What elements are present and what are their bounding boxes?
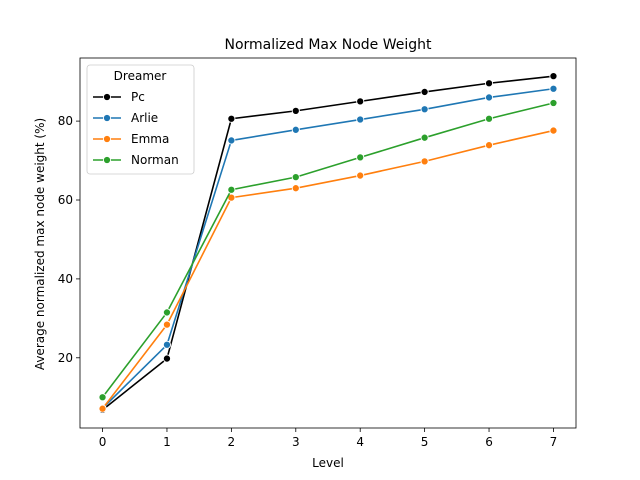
series-line-arlie [101, 87, 554, 409]
y-tick-label: 60 [58, 193, 73, 207]
data-point-pc [484, 79, 494, 88]
x-tick-label: 3 [292, 435, 300, 449]
axes-frame [79, 57, 577, 429]
data-point-pc [162, 354, 172, 363]
legend: Dreamer Pc Arlie Emma Norman [86, 64, 195, 175]
legend-label-arlie: Arlie [131, 111, 158, 125]
data-point-pc [291, 106, 300, 115]
data-point-emma [291, 184, 300, 193]
data-point-pc [549, 72, 558, 81]
data-point-norman [291, 173, 300, 182]
legend-title: Dreamer [114, 69, 167, 83]
legend-label-emma: Emma [131, 132, 169, 146]
data-point-emma [549, 126, 558, 135]
data-point-arlie [484, 93, 494, 102]
series-line-norman [101, 102, 554, 398]
data-point-emma [162, 320, 172, 329]
data-point-norman [549, 98, 558, 108]
data-point-emma [98, 404, 107, 413]
legend-label-norman: Norman [131, 153, 179, 167]
data-point-arlie [420, 105, 429, 114]
data-point-emma [356, 171, 365, 180]
data-point-pc [420, 87, 429, 96]
y-axis-label: Average normalized max node weight (%) [33, 118, 47, 370]
x-tick-label: 2 [228, 435, 236, 449]
data-point-arlie [291, 125, 300, 134]
x-tick-label: 6 [485, 435, 493, 449]
x-tick-label: 7 [550, 435, 558, 449]
data-point-norman [98, 393, 107, 402]
legend-label-pc: Pc [131, 90, 145, 104]
data-point-norman [420, 133, 429, 142]
x-axis-label: Level [312, 456, 344, 470]
legend-swatch-marker-emma [102, 134, 112, 144]
data-point-arlie [227, 136, 236, 145]
data-point-norman [484, 114, 494, 123]
x-tick-label: 0 [99, 435, 107, 449]
data-point-pc [356, 97, 365, 106]
legend-swatch-marker-arlie [102, 113, 112, 123]
series-line-emma [101, 129, 554, 410]
legend-swatch-marker-pc [102, 92, 112, 102]
data-point-emma [484, 141, 494, 150]
data-point-arlie [356, 115, 365, 124]
x-tick-label: 1 [163, 435, 171, 449]
series-line-pc [102, 75, 554, 411]
data-point-emma [420, 157, 429, 166]
data-point-norman [227, 185, 236, 194]
data-point-pc [227, 114, 236, 123]
x-tick-label: 5 [421, 435, 429, 449]
y-tick-label: 40 [58, 272, 73, 286]
legend-box [86, 64, 195, 175]
x-tick-label: 4 [356, 435, 364, 449]
data-point-norman [162, 308, 172, 317]
data-point-arlie [549, 84, 558, 93]
y-tick-label: 80 [58, 114, 73, 128]
y-tick-label: 20 [58, 351, 73, 365]
plot-area: 0 1 2 3 4 5 6 7 20 40 60 80 Dreamer Pc Arlie Emma Norman [58, 57, 577, 449]
chart-title: Normalized Max Node Weight [225, 37, 433, 53]
legend-swatch-marker-norman [102, 155, 112, 165]
data-point-arlie [162, 340, 172, 349]
data-point-norman [356, 153, 365, 162]
